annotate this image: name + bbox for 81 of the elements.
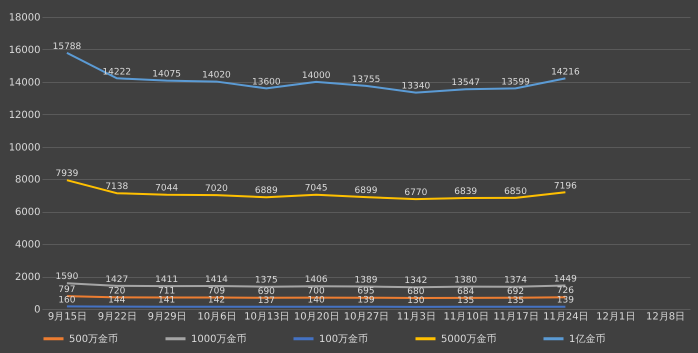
y-tick-label: 2000 [15,272,40,284]
y-tick-label: 14000 [8,77,40,88]
data-label: 726 [556,286,574,296]
data-label: 142 [208,296,226,306]
x-tick-label: 10月20日 [294,312,340,322]
data-label: 7196 [554,181,578,192]
data-label: 711 [158,286,176,296]
x-tick-label: 9月22日 [98,312,137,322]
data-label: 13599 [501,77,530,88]
data-label: 141 [158,296,176,306]
data-label: 1449 [554,274,578,284]
data-label: 1414 [205,275,228,286]
data-label: 1427 [105,274,128,285]
data-label: 140 [308,296,326,306]
data-label: 144 [108,296,126,306]
data-label: 6889 [254,186,278,196]
data-label: 720 [108,286,126,296]
y-tick-label: 12000 [8,110,40,121]
x-tick-label: 11月3日 [396,312,436,322]
y-tick-label: 4000 [15,240,40,251]
data-label: 130 [407,296,425,306]
y-tick-label: 6000 [15,207,40,218]
data-label: 684 [457,286,475,297]
legend-label: 1亿金币 [569,332,606,345]
x-tick-label: 11月24日 [543,312,589,322]
data-label: 14075 [152,70,181,80]
x-tick-label: 10月6日 [197,312,237,322]
y-tick-label: 16000 [8,44,40,56]
data-label: 6770 [404,188,428,198]
data-label: 7138 [105,182,128,192]
data-label: 7939 [55,169,79,180]
data-label: 13547 [451,78,480,88]
data-label: 1380 [454,276,478,286]
x-tick-label: 12月8日 [646,312,686,322]
data-label: 692 [506,286,524,297]
data-label: 14020 [202,70,232,81]
data-label: 13755 [352,74,380,85]
legend-label: 100万金币 [319,332,368,345]
data-label: 695 [357,286,375,297]
data-label: 14222 [102,67,132,78]
data-label: 135 [506,296,524,306]
x-tick-label: 10月27日 [344,312,390,322]
legend-label: 1000万金币 [191,332,246,345]
data-label: 14000 [302,70,331,81]
data-label: 1590 [55,272,79,282]
x-tick-label: 9月29日 [148,312,187,322]
data-label: 6899 [354,186,378,196]
data-label: 1406 [304,275,328,286]
y-tick-label: 10000 [8,142,40,154]
data-label: 1389 [354,275,378,286]
x-tick-label: 12月1日 [596,312,636,322]
data-label: 13600 [252,77,281,88]
x-tick-label: 11月10日 [443,312,489,322]
y-tick-label: 8000 [15,174,40,186]
data-label: 6839 [454,187,478,198]
legend-label: 5000万金币 [441,332,496,345]
legend-label: 500万金币 [69,332,118,345]
data-label: 7020 [205,184,228,194]
y-tick-label: 0 [34,304,40,316]
data-label: 1411 [155,275,178,286]
data-label: 135 [457,296,474,306]
data-label: 160 [58,295,76,306]
data-label: 1375 [254,276,278,286]
x-tick-label: 10月13日 [244,312,290,322]
data-label: 797 [58,285,76,296]
data-label: 7044 [155,184,178,194]
x-tick-label: 9月15日 [48,312,87,322]
data-label: 6850 [504,186,528,197]
y-tick-label: 18000 [8,12,40,24]
data-label: 15788 [52,42,82,52]
data-label: 1374 [504,276,528,286]
data-label: 709 [208,286,226,296]
x-tick-label: 11月17日 [493,312,539,322]
data-label: 700 [308,286,326,297]
data-label: 13340 [402,82,430,92]
data-label: 14216 [551,67,580,78]
data-label: 7045 [304,184,328,194]
data-label: 690 [258,286,276,297]
data-label: 680 [407,286,425,297]
data-label: 1342 [404,276,428,286]
data-label: 139 [556,296,574,306]
